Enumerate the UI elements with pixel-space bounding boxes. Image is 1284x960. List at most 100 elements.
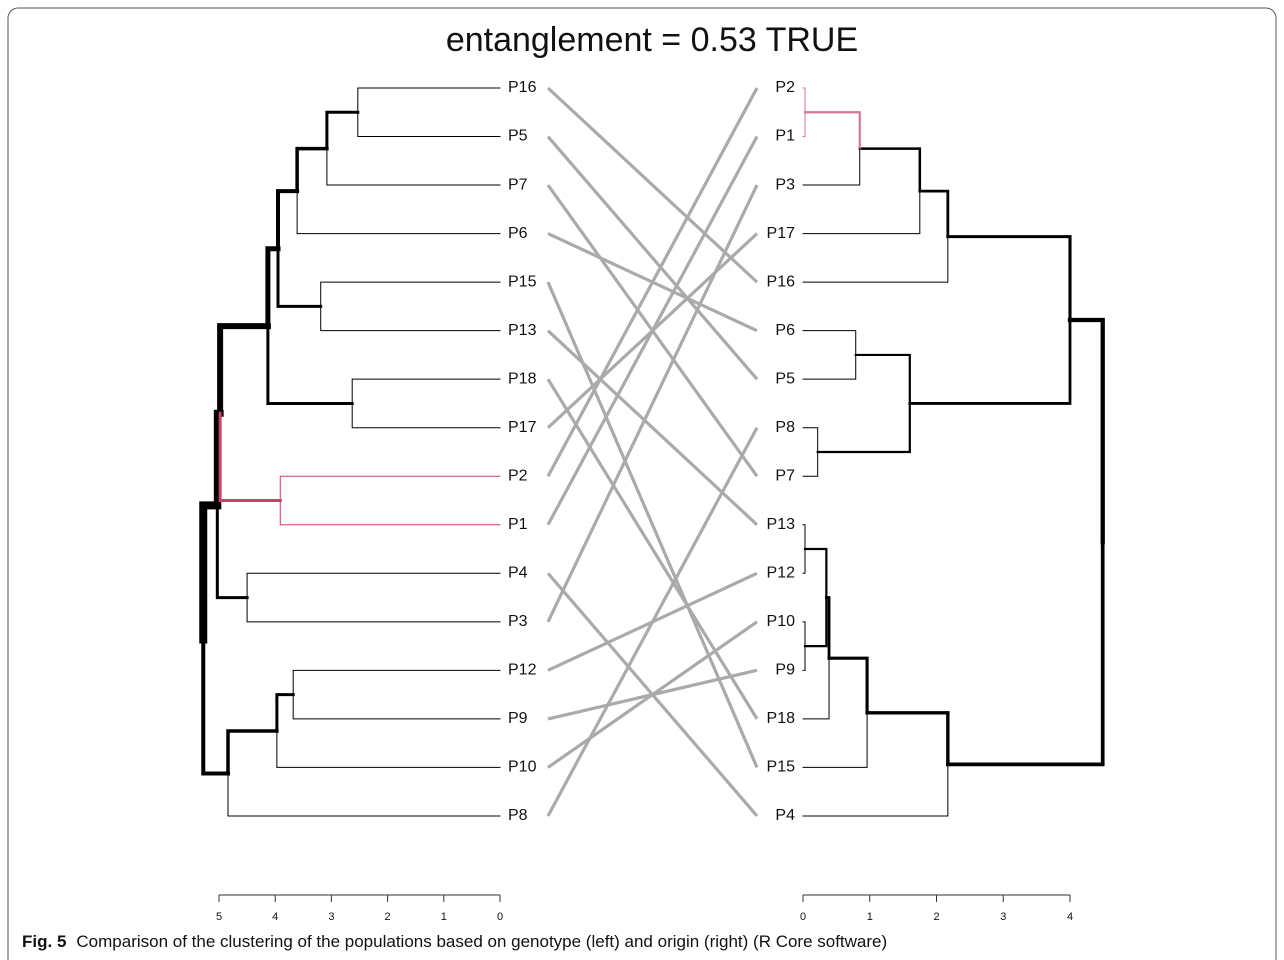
branch: [858, 147, 922, 193]
branch: [296, 190, 501, 235]
leaf-label: P9: [775, 662, 795, 679]
leaf-label: P16: [508, 79, 537, 96]
tangle-line: [546, 86, 759, 284]
leaf-label: P9: [508, 710, 528, 727]
leaf-label: P6: [775, 322, 795, 339]
branch: [803, 596, 828, 648]
branch: [276, 189, 300, 251]
leaf-label: P3: [508, 613, 528, 630]
branch: [854, 353, 911, 405]
branch: [802, 524, 806, 550]
branch: [218, 411, 282, 503]
caption-label: Fig. 5: [22, 932, 66, 951]
leaf-label: P15: [767, 759, 796, 776]
x-tick-label: 3: [1000, 911, 1006, 923]
tangle-line: [546, 184, 759, 623]
branch: [351, 378, 501, 404]
tangle-line: [546, 135, 759, 381]
leaf-label: P18: [767, 710, 796, 727]
left-dendrogram: P16 P5 P7 P6 P15 P13 P18 P17 P2 P1 P4 P3 P12 P9 P10 P8: [199, 79, 537, 824]
branch: [357, 111, 501, 138]
branch: [276, 247, 323, 308]
x-tick-label: 0: [497, 911, 503, 923]
branch: [351, 402, 501, 429]
branch: [802, 190, 921, 235]
leaf-label: P18: [508, 370, 537, 387]
leaf-label: P2: [508, 467, 528, 484]
branch: [357, 87, 501, 113]
branch: [320, 305, 501, 332]
leaf-label: P15: [508, 273, 537, 290]
branch: [246, 572, 501, 599]
branch: [320, 281, 501, 307]
branch: [802, 548, 806, 574]
branch: [908, 318, 1072, 405]
caption: Fig. 5 Comparison of the clustering of th…: [22, 932, 887, 951]
branch: [292, 669, 501, 696]
tangle-line: [547, 620, 758, 769]
branch: [802, 657, 830, 720]
x-tick-label: 2: [385, 911, 391, 923]
leaf-label: P1: [508, 516, 528, 533]
leaf-label: P17: [767, 225, 796, 242]
branch: [217, 323, 271, 417]
branch: [802, 712, 868, 768]
right-axis: 0 1 2 3 4: [800, 894, 1073, 923]
branch: [802, 87, 806, 113]
x-tick-label: 4: [272, 911, 278, 923]
tangle-line: [546, 135, 759, 526]
leaf-label: P2: [775, 79, 795, 96]
branch: [295, 146, 329, 193]
branch: [201, 637, 230, 776]
leaf-label: P5: [775, 370, 795, 387]
x-tick-label: 4: [1067, 911, 1073, 923]
branch: [816, 402, 911, 454]
x-tick-label: 3: [328, 911, 334, 923]
leaf-label: P1: [775, 128, 795, 145]
branch: [279, 500, 501, 526]
leaf-label: P7: [508, 176, 528, 193]
x-tick-label: 1: [867, 911, 873, 923]
tangle-lines: [546, 86, 759, 817]
leaf-label: P13: [767, 516, 796, 533]
leaf-label: P4: [508, 565, 528, 582]
leaf-label: P12: [508, 662, 537, 679]
left-axis: 5 4 3 2 1 0: [216, 894, 503, 923]
branch: [802, 330, 857, 356]
branch: [326, 148, 501, 186]
branch: [292, 694, 501, 720]
branch: [802, 427, 819, 453]
x-tick-label: 1: [441, 911, 447, 923]
branch: [802, 354, 857, 380]
branch: [279, 475, 501, 502]
leaf-label: P10: [767, 613, 796, 630]
branch: [802, 148, 861, 186]
leaf-label: P7: [775, 467, 795, 484]
leaf-label: P8: [775, 419, 795, 436]
leaf-label: P10: [508, 759, 537, 776]
leaf-label: P6: [508, 225, 528, 242]
leaf-label: P17: [508, 419, 537, 436]
branch: [199, 501, 222, 644]
branch: [802, 621, 806, 647]
branch: [802, 763, 949, 817]
leaf-label: P16: [767, 273, 796, 290]
leaf-label: P5: [508, 128, 528, 145]
branch: [215, 503, 249, 600]
branch: [802, 451, 819, 477]
x-tick-label: 0: [800, 911, 806, 923]
caption-text: Comparison of the clustering of the popu…: [76, 932, 887, 951]
leaf-label: P12: [767, 565, 796, 582]
branch: [1067, 317, 1105, 545]
chart-title: entanglement = 0.53 TRUE: [446, 21, 858, 59]
branch: [802, 236, 949, 283]
branch: [266, 324, 354, 405]
branch: [946, 235, 1072, 322]
x-tick-label: 5: [216, 911, 222, 923]
x-tick-label: 2: [933, 911, 939, 923]
branch: [945, 540, 1105, 767]
branch: [827, 656, 869, 715]
right-dendrogram: P2 P1 P3 P17 P16 P6 P5 P8 P7 P13 P12 P10 P9 P18 P15 P4: [767, 79, 1105, 824]
branch: [325, 110, 360, 151]
